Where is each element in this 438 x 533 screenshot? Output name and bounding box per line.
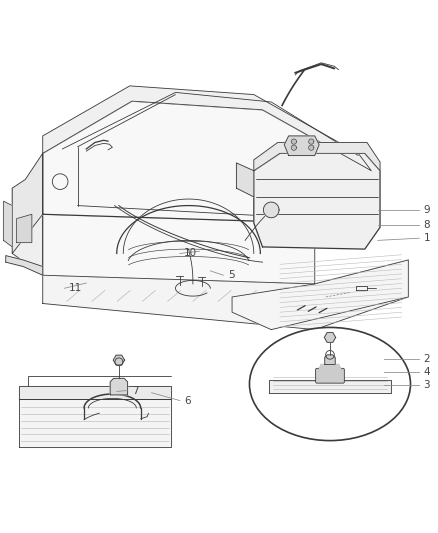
Polygon shape [269, 379, 391, 393]
Polygon shape [17, 214, 32, 243]
Polygon shape [113, 355, 124, 365]
Text: 9: 9 [424, 205, 430, 215]
Text: 4: 4 [424, 367, 430, 377]
Text: 8: 8 [424, 220, 430, 230]
Circle shape [291, 139, 297, 144]
Polygon shape [43, 260, 408, 329]
Polygon shape [19, 399, 171, 447]
Polygon shape [254, 142, 380, 171]
Text: 1: 1 [424, 233, 430, 243]
Text: 11: 11 [69, 283, 82, 293]
Polygon shape [12, 154, 43, 254]
Text: 7: 7 [132, 385, 138, 395]
Circle shape [291, 145, 297, 150]
Polygon shape [19, 386, 171, 399]
Text: 3: 3 [424, 380, 430, 390]
Polygon shape [110, 378, 127, 395]
Polygon shape [324, 333, 336, 342]
Polygon shape [43, 86, 371, 171]
Polygon shape [319, 365, 341, 370]
Ellipse shape [250, 327, 410, 441]
Circle shape [309, 139, 314, 144]
Polygon shape [232, 260, 408, 329]
Circle shape [309, 145, 314, 150]
Text: 5: 5 [228, 270, 234, 280]
Polygon shape [43, 214, 315, 284]
Polygon shape [12, 188, 43, 275]
Polygon shape [6, 256, 43, 275]
Text: 2: 2 [424, 354, 430, 364]
Polygon shape [254, 154, 380, 249]
Circle shape [263, 202, 279, 218]
Text: 10: 10 [184, 248, 197, 259]
Polygon shape [43, 101, 371, 223]
FancyBboxPatch shape [316, 368, 344, 383]
Polygon shape [4, 201, 12, 247]
Text: 6: 6 [184, 395, 191, 406]
Polygon shape [237, 163, 254, 197]
Polygon shape [4, 338, 173, 449]
Polygon shape [325, 355, 335, 365]
Polygon shape [284, 136, 319, 156]
